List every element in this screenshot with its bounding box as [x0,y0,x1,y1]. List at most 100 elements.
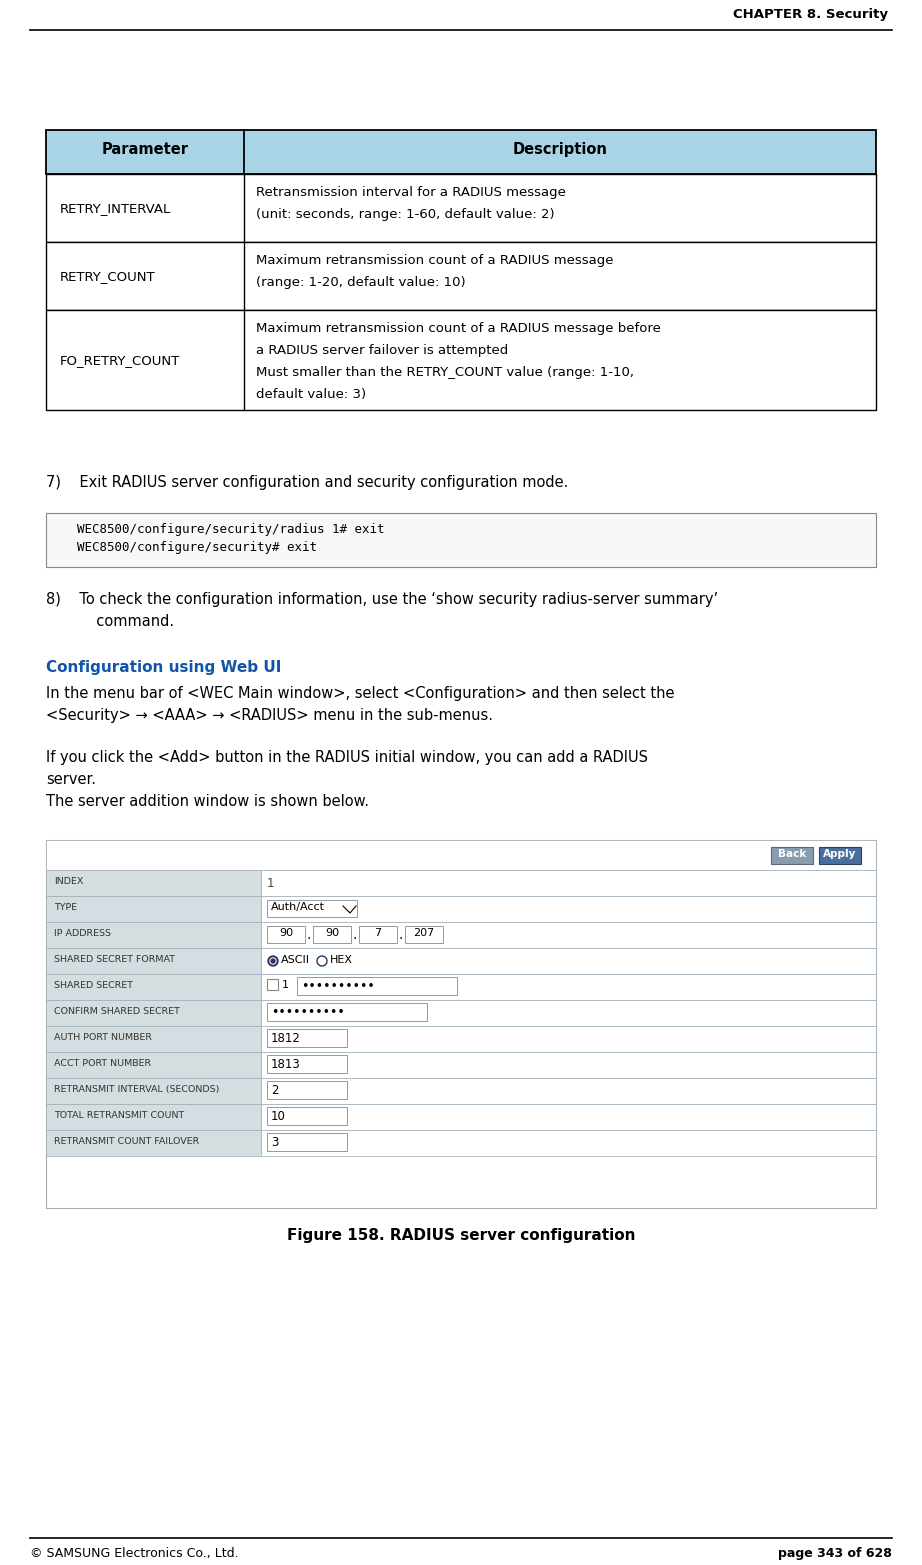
Bar [267,1030,347,1047]
Bar [313,926,351,944]
Bar [46,840,876,870]
Bar [46,243,876,310]
Text: .: . [352,928,357,942]
Text: 90: 90 [325,928,339,937]
Bar [267,1081,347,1099]
Text: INDEX: INDEX [54,876,83,886]
Bar [46,870,261,897]
Text: (range: 1-20, default value: 10): (range: 1-20, default value: 10) [256,275,466,290]
Bar [267,1133,347,1150]
Text: ASCII: ASCII [281,955,310,966]
Bar [46,948,261,973]
Text: .: . [398,928,402,942]
Text: 7)    Exit RADIUS server configuration and security configuration mode.: 7) Exit RADIUS server configuration and … [46,476,568,490]
Text: 10: 10 [271,1110,286,1124]
Text: ACCT PORT NUMBER: ACCT PORT NUMBER [54,1060,151,1067]
Bar [46,1027,261,1052]
Text: © SAMSUNG Electronics Co., Ltd.: © SAMSUNG Electronics Co., Ltd. [30,1546,239,1560]
Bar [261,1000,876,1027]
Text: CONFIRM SHARED SECRET: CONFIRM SHARED SECRET [54,1006,180,1016]
Bar [267,900,357,917]
Text: RETRANSMIT INTERVAL (SECONDS): RETRANSMIT INTERVAL (SECONDS) [54,1085,219,1094]
Text: 8)    To check the configuration information, use the ‘show security radius-serv: 8) To check the configuration informatio… [46,592,718,607]
Text: Retransmission interval for a RADIUS message: Retransmission interval for a RADIUS mes… [256,186,566,199]
Bar [261,973,876,1000]
Text: ••••••••••: •••••••••• [301,980,374,994]
Bar [267,1003,427,1020]
Text: Description: Description [513,142,608,156]
Text: RETRY_INTERVAL: RETRY_INTERVAL [60,202,171,214]
Bar [819,847,861,864]
Text: WEC8500/configure/security# exit: WEC8500/configure/security# exit [62,541,317,554]
Text: If you click the <Add> button in the RADIUS initial window, you can add a RADIUS: If you click the <Add> button in the RAD… [46,750,648,765]
Bar [261,1052,876,1078]
Bar [46,1052,261,1078]
Bar [261,1130,876,1157]
Text: Maximum retransmission count of a RADIUS message before: Maximum retransmission count of a RADIUS… [256,322,661,335]
Bar [261,870,876,897]
Text: WEC8500/configure/security/radius 1# exit: WEC8500/configure/security/radius 1# exi… [62,523,384,535]
Bar [261,897,876,922]
Text: 90: 90 [279,928,293,937]
Bar [46,310,876,410]
Circle shape [270,958,276,964]
Text: 1812: 1812 [271,1031,301,1045]
Text: server.: server. [46,772,96,787]
Text: IP ADDRESS: IP ADDRESS [54,930,111,937]
Bar [46,513,876,567]
Bar [261,1103,876,1130]
Circle shape [271,959,275,962]
Text: Maximum retransmission count of a RADIUS message: Maximum retransmission count of a RADIUS… [256,254,613,268]
Text: 7: 7 [374,928,382,937]
Bar [46,897,261,922]
Text: .: . [306,928,311,942]
Text: HEX: HEX [330,955,353,966]
Text: command.: command. [64,613,174,629]
Text: ••••••••••: •••••••••• [271,1006,345,1019]
Bar [405,926,443,944]
Bar [46,1078,261,1103]
Text: 2: 2 [271,1085,278,1097]
Bar [46,1000,261,1027]
Bar [359,926,397,944]
Text: Auth/Acct: Auth/Acct [271,901,325,912]
Text: page 343 of 628: page 343 of 628 [778,1546,892,1560]
Text: 1813: 1813 [271,1058,301,1070]
Text: TYPE: TYPE [54,903,77,912]
Bar [261,922,876,948]
Text: FO_RETRY_COUNT: FO_RETRY_COUNT [60,354,180,368]
Bar [46,130,876,174]
Text: default value: 3): default value: 3) [256,388,366,401]
Bar [46,973,261,1000]
Bar [261,1027,876,1052]
Bar [261,1078,876,1103]
Text: 1: 1 [267,876,275,890]
Text: The server addition window is shown below.: The server addition window is shown belo… [46,793,369,809]
Text: Apply: Apply [823,848,857,859]
Bar [297,977,457,995]
Text: Back: Back [778,848,806,859]
Text: Parameter: Parameter [101,142,188,156]
Text: RETRY_COUNT: RETRY_COUNT [60,271,156,283]
Text: (unit: seconds, range: 1-60, default value: 2): (unit: seconds, range: 1-60, default val… [256,208,555,221]
Bar [771,847,813,864]
Text: SHARED SECRET: SHARED SECRET [54,981,133,991]
Bar [267,980,278,991]
Text: <Security> → <AAA> → <RADIUS> menu in the sub-menus.: <Security> → <AAA> → <RADIUS> menu in th… [46,707,493,723]
Text: RETRANSMIT COUNT FAILOVER: RETRANSMIT COUNT FAILOVER [54,1138,199,1146]
Text: SHARED SECRET FORMAT: SHARED SECRET FORMAT [54,955,175,964]
Bar [267,1106,347,1125]
Text: a RADIUS server failover is attempted: a RADIUS server failover is attempted [256,344,508,357]
Text: TOTAL RETRANSMIT COUNT: TOTAL RETRANSMIT COUNT [54,1111,184,1121]
Bar [46,174,876,243]
Text: Configuration using Web UI: Configuration using Web UI [46,660,281,675]
Text: 207: 207 [413,928,434,937]
Circle shape [268,956,278,966]
Text: AUTH PORT NUMBER: AUTH PORT NUMBER [54,1033,152,1042]
Bar [46,922,261,948]
Text: Figure 158. RADIUS server configuration: Figure 158. RADIUS server configuration [287,1229,635,1243]
Bar [46,1103,261,1130]
Bar [267,1055,347,1074]
Text: 3: 3 [271,1136,278,1149]
Text: 1: 1 [282,980,289,991]
